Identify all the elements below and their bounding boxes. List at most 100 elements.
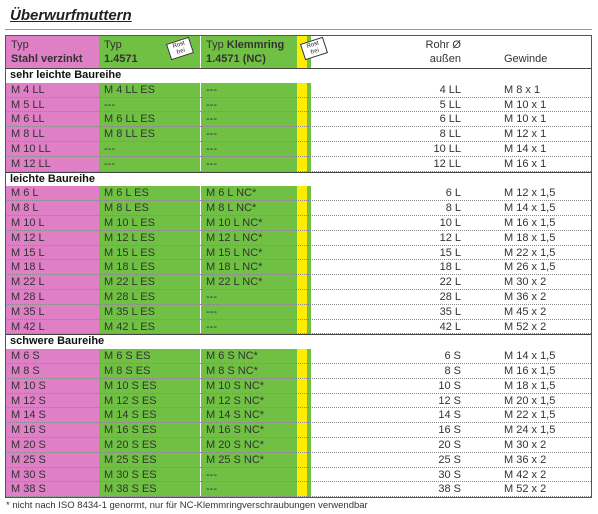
row-separator xyxy=(6,111,591,113)
row-separator xyxy=(6,141,591,142)
cell: M 8 L NC* xyxy=(206,202,257,215)
row-separator xyxy=(6,215,591,216)
cell: M 14 S ES xyxy=(104,409,157,422)
row-separator xyxy=(6,229,591,231)
cell: M 12 L xyxy=(11,231,45,244)
header-col2: Typ 1.4571 xyxy=(104,38,138,66)
cell: M 10 S ES xyxy=(104,379,157,392)
cell: M 10 x 1 xyxy=(504,98,547,111)
header-text: 1.4571 xyxy=(104,53,138,65)
cell: M 5 LL xyxy=(11,98,45,111)
cell: M 28 L ES xyxy=(104,291,155,303)
cell: --- xyxy=(206,483,217,496)
row-separator xyxy=(6,259,591,261)
row-separator xyxy=(6,451,591,453)
section-label: leichte Baureihe xyxy=(10,172,95,185)
cell: M 22 L NC* xyxy=(206,276,263,289)
header-text: Typ xyxy=(206,39,224,51)
cell: 10 L xyxy=(439,217,461,229)
row-separator xyxy=(6,407,591,409)
cell: M 30 S ES xyxy=(104,468,157,481)
cell: --- xyxy=(206,113,217,126)
title-bar: Überwurfmuttern xyxy=(5,3,592,30)
cell: M 8 LL ES xyxy=(104,128,155,141)
cell: M 22 L ES xyxy=(104,276,155,289)
cell: M 14 S NC* xyxy=(206,409,265,422)
cell: M 16 x 1 xyxy=(504,157,547,170)
cell: M 16 S NC* xyxy=(206,424,265,437)
cell: M 8 L ES xyxy=(104,202,149,215)
cell: 16 S xyxy=(438,424,461,437)
cell: 14 S xyxy=(438,409,461,422)
cell: --- xyxy=(206,320,217,333)
cell: 35 L xyxy=(439,305,461,318)
cell: M 10 S xyxy=(11,379,46,392)
cell: --- xyxy=(206,128,217,141)
cell: M 28 L xyxy=(11,291,45,303)
cell: 10 S xyxy=(438,379,461,392)
row-separator xyxy=(6,170,591,172)
row-separator xyxy=(6,377,591,379)
cell: M 16 S xyxy=(11,424,46,437)
cell: M 22 x 1,5 xyxy=(504,246,556,259)
cell: M 20 x 1,5 xyxy=(504,394,556,407)
header-col5: Gewinde xyxy=(504,53,548,65)
section-row xyxy=(6,171,591,187)
section-label: sehr leichte Baureihe xyxy=(10,69,122,81)
cell: 6 L xyxy=(445,187,461,200)
cell: M 15 L NC* xyxy=(206,246,263,259)
header-text: außen xyxy=(429,53,461,65)
footnote: * nicht nach ISO 8434-1 genormt, nur für… xyxy=(6,500,368,511)
header-text: Typ xyxy=(104,39,122,51)
row-separator xyxy=(6,496,591,498)
cell: M 4 LL ES xyxy=(104,83,155,96)
cell: M 35 L xyxy=(11,305,45,318)
header-text: Typ Klemmring xyxy=(206,38,284,52)
cell: M 18 x 1,5 xyxy=(504,231,556,244)
cell: M 10 S NC* xyxy=(206,379,265,392)
row-separator xyxy=(6,274,591,276)
cell: M 12 S NC* xyxy=(206,394,265,407)
cell: M 42 L xyxy=(11,320,45,333)
cell: M 4 LL xyxy=(11,83,45,96)
cell: 28 L xyxy=(439,291,461,303)
cell: M 14 x 1,5 xyxy=(504,350,556,363)
cell: M 22 L xyxy=(11,276,45,289)
cell: 8 S xyxy=(444,365,461,377)
cell: M 36 x 2 xyxy=(504,291,547,303)
cell: M 10 LL xyxy=(11,143,51,155)
cell: M 8 L xyxy=(11,202,39,215)
header-text: Typ xyxy=(11,39,29,51)
cell: M 14 x 1,5 xyxy=(504,202,556,215)
table: Typ Stahl verzinkt Typ 1.4571 Typ Klemmr… xyxy=(5,35,592,498)
cell: --- xyxy=(206,143,217,155)
section-row xyxy=(6,334,591,350)
cell: M 52 x 2 xyxy=(504,483,547,496)
cell: 30 S xyxy=(438,468,461,481)
row-separator xyxy=(6,318,591,320)
cell: --- xyxy=(206,305,217,318)
cell: 6 LL xyxy=(439,113,461,126)
cell: --- xyxy=(104,143,115,155)
cell: M 25 S xyxy=(11,453,46,466)
header-text: Klemmring xyxy=(226,39,285,51)
row-separator xyxy=(6,155,591,157)
cell: --- xyxy=(104,157,115,170)
cell: M 30 S xyxy=(11,468,46,481)
column-divider xyxy=(200,36,201,497)
cell: M 42 x 2 xyxy=(504,468,547,481)
cell: M 20 S ES xyxy=(104,439,157,451)
section-label: schwere Baureihe xyxy=(10,335,105,348)
header-text: Stahl verzinkt xyxy=(11,53,83,65)
cell: M 52 x 2 xyxy=(504,320,547,333)
cell: 20 S xyxy=(438,439,461,451)
cell: 38 S xyxy=(438,483,461,496)
cell: M 6 L NC* xyxy=(206,187,257,200)
cell: M 12 S ES xyxy=(104,394,157,407)
cell: M 38 S xyxy=(11,483,46,496)
cell: 5 LL xyxy=(439,98,461,111)
row-separator xyxy=(6,437,591,438)
cell: 12 S xyxy=(438,394,461,407)
cell: 25 S xyxy=(438,453,461,466)
cell: M 12 S xyxy=(11,394,46,407)
